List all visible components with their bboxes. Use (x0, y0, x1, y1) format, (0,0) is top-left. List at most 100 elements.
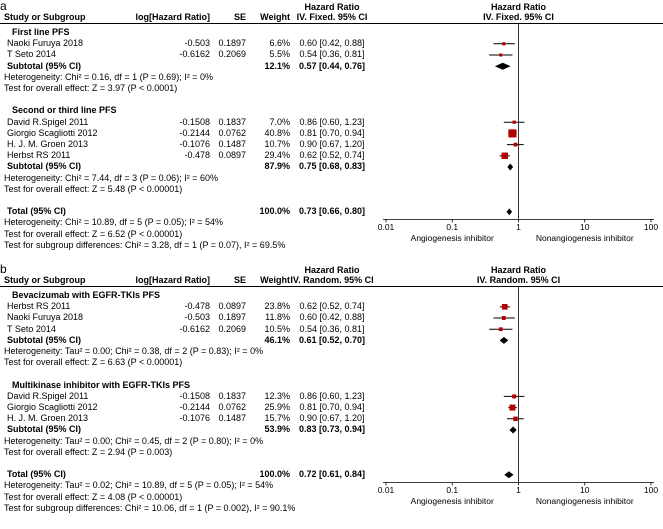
study-weight: 5.5% (269, 49, 290, 60)
study-name: H. J. M. Groen 2013 (7, 413, 89, 424)
effect-square (499, 53, 503, 57)
study-loghr: -0.2144 (179, 127, 210, 138)
subtotal-weight: 46.1% (264, 334, 290, 345)
statistics-note: Heterogeneity: Chi² = 7.44, df = 3 (P = … (4, 172, 218, 183)
total-weight: 100.0% (259, 469, 290, 480)
study-ci-text: 0.90 [0.67, 1.20] (299, 413, 365, 424)
study-se: 0.1487 (218, 139, 246, 149)
study-name: Giorgio Scagliotti 2012 (7, 127, 98, 138)
effect-square (512, 120, 516, 124)
forest-plot-area (383, 287, 654, 486)
subgroup-heading: Bevacizumab with EGFR-TKIs PFS (12, 290, 161, 300)
study-name: Naoki Furuya 2018 (7, 312, 84, 323)
header-divider (0, 23, 663, 24)
header-divider (0, 286, 663, 287)
statistics-note: Heterogeneity: Chi² = 0.16, df = 1 (P = … (4, 71, 213, 82)
study-weight: 15.7% (264, 413, 290, 424)
subtotal-ci-text: 0.61 [0.52, 0.70] (298, 334, 366, 345)
study-weight: 40.8% (264, 127, 290, 138)
study-ci-text: 0.86 [0.60, 1.23] (299, 116, 365, 127)
study-ci-text: 0.60 [0.42, 0.88] (299, 38, 365, 49)
column-header-hazard-ratio: Hazard Ratio (304, 2, 360, 12)
statistics-note: Test for subgroup differences: Chi² = 3.… (4, 239, 286, 250)
column-header-hazard-ratio: Hazard Ratio (304, 265, 360, 275)
total-weight: 100.0% (259, 206, 290, 217)
study-se: 0.1487 (218, 413, 246, 424)
study-ci-text: 0.86 [0.60, 1.23] (299, 390, 365, 401)
study-weight: 23.8% (264, 301, 290, 312)
study-se: 0.0897 (218, 301, 246, 312)
study-weight: 10.7% (264, 139, 290, 149)
study-ci-text: 0.62 [0.52, 0.74] (299, 150, 365, 161)
axis-tick-label: 0.01 (377, 222, 395, 233)
column-header-weight: Weight (260, 12, 290, 22)
column-header-ci-method-plot: IV. Fixed. 95% CI (483, 12, 554, 22)
statistics-note: Heterogeneity: Tau² = 0.02; Chi² = 10.89… (4, 480, 274, 491)
study-se: 0.0762 (218, 402, 246, 412)
study-name: Herbst RS 2011 (7, 150, 71, 161)
study-weight: 12.3% (264, 390, 290, 401)
forest-panel-b: b Hazard Ratio Hazard Ratio Study or Subgro… (0, 262, 663, 529)
effect-square (498, 327, 503, 332)
study-se: 0.2069 (218, 323, 246, 334)
total-label: Total (95% CI) (7, 469, 66, 480)
effect-square (501, 152, 508, 160)
statistics-note: Test for overall effect: Z = 4.08 (P < 0… (4, 491, 183, 502)
study-name: Herbst RS 2011 (7, 301, 71, 312)
study-weight: 10.5% (264, 323, 290, 334)
column-header-se: SE (233, 12, 246, 22)
study-loghr: -0.503 (184, 312, 210, 323)
effect-square (512, 394, 517, 399)
study-loghr: -0.1076 (179, 413, 210, 424)
panel-label: b (0, 262, 7, 276)
axis-tick-label: 1 (516, 485, 521, 496)
pooled-diamond (507, 163, 514, 171)
effect-square (513, 416, 518, 422)
axis-tick-label: 10 (580, 485, 590, 496)
effect-square (508, 129, 517, 138)
axis-tick-label: 100 (643, 485, 659, 496)
column-header-weight: Weight (260, 275, 290, 285)
column-header-hazard-ratio-plot: Hazard Ratio (490, 265, 547, 275)
axis-tick-label: 1 (516, 222, 521, 233)
column-header-ci-method-plot: IV. Random. 95% CI (476, 275, 561, 285)
study-name: Giorgio Scagliotti 2012 (7, 402, 98, 412)
study-ci-text: 0.54 [0.36, 0.81] (299, 49, 365, 60)
pooled-diamond (509, 426, 517, 434)
column-header-study: Study or Subgroup (4, 12, 86, 22)
axis-tick-label: 0.1 (446, 222, 459, 233)
total-ci-text: 0.73 [0.66, 0.80] (298, 206, 366, 217)
effect-square (509, 404, 516, 411)
statistics-note: Test for overall effect: Z = 2.94 (P = 0… (4, 446, 173, 457)
column-header-ci-method: IV. Fixed. 95% CI (296, 12, 368, 22)
axis-right-label: Nonangiogenesis inhibitor (535, 496, 634, 507)
study-se: 0.1837 (218, 116, 246, 127)
subtotal-weight: 53.9% (264, 424, 290, 435)
statistics-note: Test for overall effect: Z = 6.63 (P < 0… (4, 357, 183, 368)
study-name: Naoki Furuya 2018 (7, 38, 84, 49)
statistics-note: Test for subgroup differences: Chi² = 10… (4, 502, 296, 513)
subtotal-ci-text: 0.75 [0.68, 0.83] (298, 161, 366, 172)
column-header-loghr: log[Hazard Ratio] (135, 12, 210, 22)
axis-left-label: Angiogenesis inhibitor (410, 496, 494, 507)
study-se: 0.0897 (218, 150, 246, 161)
axis-left-label: Angiogenesis inhibitor (410, 233, 494, 244)
subgroup-heading: Second or third line PFS (12, 105, 117, 116)
subtotal-label: Subtotal (95% CI) (7, 424, 82, 435)
study-weight: 25.9% (264, 402, 290, 412)
study-name: David R.Spigel 2011 (7, 390, 89, 401)
subtotal-ci-text: 0.83 [0.73, 0.94] (298, 424, 366, 435)
effect-square (502, 42, 506, 46)
subtotal-label: Subtotal (95% CI) (7, 161, 82, 172)
study-weight: 7.0% (269, 116, 290, 127)
study-se: 0.2069 (218, 49, 246, 60)
study-se: 0.0762 (218, 127, 246, 138)
subtotal-label: Subtotal (95% CI) (7, 334, 82, 345)
study-loghr: -0.2144 (179, 402, 210, 412)
study-name: H. J. M. Groen 2013 (7, 139, 89, 149)
subtotal-label: Subtotal (95% CI) (7, 60, 82, 71)
column-header-loghr: log[Hazard Ratio] (135, 275, 210, 285)
subgroup-heading: Multikinase inhibitor with EGFR-TKIs PFS (12, 379, 191, 390)
pooled-diamond (494, 62, 511, 70)
